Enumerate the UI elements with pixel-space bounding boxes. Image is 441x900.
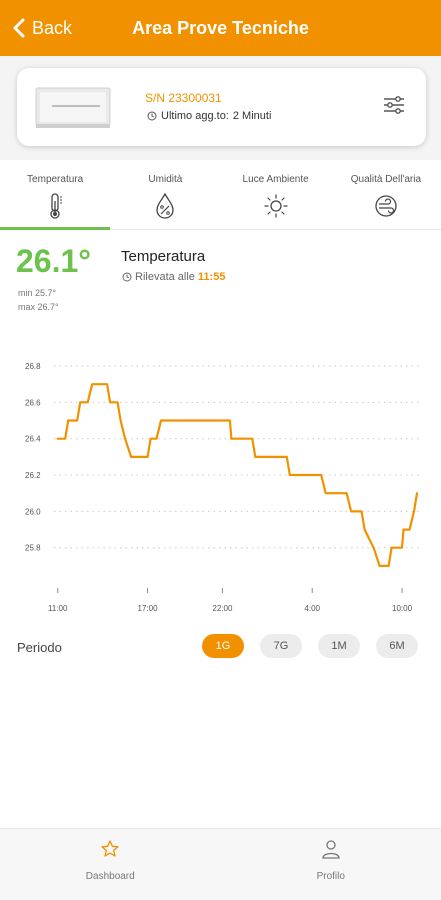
tab-label: Luce Ambiente [242, 174, 309, 185]
star-icon [101, 840, 119, 857]
x-tick-label: 10:00 [392, 604, 413, 613]
page-title: Area Prove Tecniche [132, 17, 309, 38]
device-card[interactable]: S/N 23300031 Ultimo agg.to: 2 Minuti [17, 68, 426, 146]
period-label: Periodo [17, 640, 62, 655]
min-value: min 25.7° [18, 288, 57, 298]
period-1g-button[interactable]: 1G [202, 634, 244, 658]
humidity-icon [156, 192, 175, 219]
history-icon [147, 111, 157, 121]
chevron-left-icon [13, 18, 25, 38]
reading-time-label: Rilevata alle [135, 271, 195, 283]
min-max: min 25.7° max 26.7° [18, 286, 59, 314]
tab-label: Qualità Dell'aria [350, 174, 422, 185]
nav-profilo[interactable]: Profilo [221, 829, 441, 900]
air-quality-icon [375, 195, 397, 217]
y-tick-label: 26.2 [25, 471, 41, 480]
last-update: Ultimo agg.to: 2 Minuti [147, 110, 271, 122]
bottom-nav: Dashboard Profilo [0, 828, 441, 900]
device-serial: S/N 23300031 [145, 91, 222, 105]
reading-title: Temperatura [121, 248, 206, 265]
tab-qualita-aria[interactable]: Qualità Dell'aria [331, 166, 441, 229]
user-icon [322, 840, 340, 859]
tab-umidita[interactable]: Umidità [110, 166, 220, 229]
x-tick-label: 11:00 [48, 604, 68, 613]
x-tick-label: 17:00 [138, 604, 159, 613]
back-label: Back [32, 17, 73, 38]
tab-label: Temperatura [27, 174, 84, 185]
period-6m-button[interactable]: 6M [376, 634, 418, 658]
temperature-series-line [56, 383, 419, 567]
x-tick-label: 22:00 [212, 604, 233, 613]
device-image [35, 87, 111, 128]
last-update-label: Ultimo agg.to: [161, 110, 229, 122]
temperature-chart: 25.8 26.0 26.2 26.4 26.6 26.8 11:00 17:00 22:00 4… [0, 355, 441, 625]
back-button[interactable]: Back [12, 0, 72, 56]
reading-time-value: 11:55 [197, 271, 226, 283]
sensor-tabs: Temperatura Umidità Luce Ambiente [0, 166, 441, 230]
y-tick-label: 26.4 [25, 435, 41, 444]
settings-sliders-icon[interactable] [383, 94, 405, 116]
temperature-chart-svg: 25.8 26.0 26.2 26.4 26.6 26.8 11:00 17:00 22:00 4… [25, 362, 420, 613]
period-selector: Periodo 1G 7G 1M 6M [0, 630, 441, 664]
last-update-value: 2 Minuti [232, 110, 272, 122]
app-header: Back Area Prove Tecniche [0, 0, 441, 56]
tab-luce-ambiente[interactable]: Luce Ambiente [221, 166, 331, 229]
device-section: S/N 23300031 Ultimo agg.to: 2 Minuti [0, 56, 441, 160]
nav-dashboard[interactable]: Dashboard [0, 829, 221, 900]
y-tick-label: 26.0 [25, 507, 41, 516]
sun-icon [264, 194, 288, 218]
y-tick-label: 26.6 [25, 398, 41, 407]
y-tick-label: 25.8 [25, 544, 41, 553]
nav-dashboard-label: Dashboard [85, 871, 135, 882]
period-7g-button[interactable]: 7G [260, 634, 302, 658]
max-value: max 26.7° [18, 302, 59, 312]
period-1m-button[interactable]: 1M [318, 634, 360, 658]
tab-temperatura[interactable]: Temperatura [0, 166, 111, 230]
tab-label: Umidità [148, 174, 183, 185]
reading-time: Rilevata alle 11:55 [122, 271, 225, 283]
thermometer-icon [50, 193, 63, 219]
current-temperature: 26.1° [16, 243, 92, 279]
x-tick-label: 4:00 [304, 604, 320, 613]
history-icon [122, 272, 132, 282]
nav-profilo-label: Profilo [316, 871, 345, 882]
y-tick-label: 26.8 [25, 362, 41, 371]
